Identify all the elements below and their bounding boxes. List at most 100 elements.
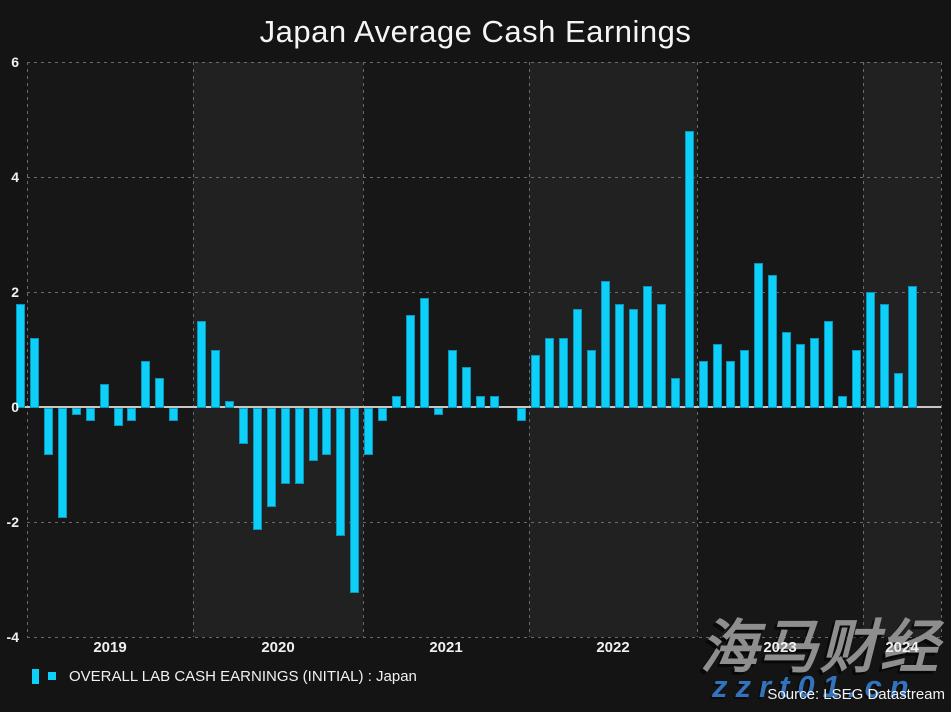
gridline-x-2: [363, 62, 364, 637]
gridline-y--2: [27, 522, 941, 523]
x-tick-label-2019: 2019: [93, 639, 127, 656]
bar-2022-07: [614, 303, 624, 408]
bar-2021-08: [461, 366, 471, 408]
bar-2022-06: [601, 280, 611, 408]
bar-2022-12: [684, 131, 694, 408]
gridline-x-3: [529, 62, 530, 637]
year-band-2024: [863, 62, 941, 637]
bar-2020-08: [294, 408, 304, 484]
bar-2021-01: [364, 408, 374, 455]
year-band-2020: [193, 62, 363, 637]
bar-2019-04: [71, 408, 81, 415]
source-credit: Source: LSEG Datastream: [767, 686, 945, 703]
bar-2023-12: [851, 349, 861, 408]
legend-bar-marker-icon: [32, 668, 39, 684]
bar-2020-01: [197, 320, 207, 408]
bar-2020-10: [322, 408, 332, 455]
bar-2019-08: [127, 408, 137, 421]
watermark-url: zzrt01.cn: [712, 669, 917, 704]
bar-2020-07: [280, 408, 290, 484]
bar-2024-03: [893, 372, 903, 408]
x-tick-label-2021: 2021: [429, 639, 463, 656]
bar-2021-07: [447, 349, 457, 408]
bar-2019-05: [85, 408, 95, 421]
bar-2020-04: [238, 408, 248, 444]
gridline-x-5: [863, 62, 864, 637]
y-tick-label-4: 4: [11, 169, 19, 185]
bar-2021-06: [433, 408, 443, 415]
year-band-2019: [27, 62, 193, 637]
bar-2021-03: [392, 395, 402, 408]
bar-2020-12: [350, 408, 360, 593]
x-tick-label-2022: 2022: [596, 639, 630, 656]
year-band-2023: [697, 62, 863, 637]
chart-title: Japan Average Cash Earnings: [259, 14, 692, 49]
bar-2020-11: [336, 408, 346, 536]
bar-2021-05: [419, 297, 429, 408]
bar-2019-09: [141, 361, 151, 408]
bar-2022-03: [559, 338, 569, 408]
bar-2022-02: [545, 338, 555, 408]
bar-2020-03: [224, 401, 234, 408]
bar-2021-02: [378, 408, 388, 421]
bar-2021-12: [517, 408, 527, 421]
bar-2023-01: [698, 361, 708, 408]
gridline-y-4: [27, 177, 941, 178]
bar-2020-05: [252, 408, 262, 530]
bar-2022-10: [656, 303, 666, 408]
bar-2024-04: [907, 286, 917, 408]
bar-2023-08: [796, 343, 806, 408]
gridline-x-4: [697, 62, 698, 637]
bar-2024-02: [879, 303, 889, 408]
bar-2024-01: [865, 292, 875, 408]
bar-2022-08: [628, 309, 638, 408]
bar-2023-02: [712, 343, 722, 408]
gridline-x-0: [27, 62, 28, 637]
bar-2022-01: [531, 355, 541, 408]
bar-2023-11: [837, 395, 847, 408]
bar-2020-06: [266, 408, 276, 507]
y-tick-label-6: 6: [11, 54, 19, 70]
bar-2022-09: [642, 286, 652, 408]
plot-area: [16, 62, 942, 638]
legend-square-marker-icon: [48, 672, 56, 680]
x-tick-label-2020: 2020: [261, 639, 295, 656]
bar-2019-11: [169, 408, 179, 421]
bar-2023-09: [810, 338, 819, 408]
bar-2023-04: [740, 349, 750, 408]
bar-2023-06: [768, 274, 778, 408]
watermark-text: 海马财经: [700, 615, 941, 680]
bar-2023-03: [726, 361, 736, 408]
legend-label: OVERALL LAB CASH EARNINGS (INITIAL) : Ja…: [69, 667, 417, 685]
year-band-2022: [529, 62, 697, 637]
gridline-y-2: [27, 292, 941, 293]
bar-2019-03: [57, 408, 67, 519]
bar-2019-07: [113, 408, 123, 427]
bar-2023-07: [782, 332, 792, 408]
bar-2021-04: [406, 315, 416, 408]
gridline-x-6: [941, 62, 942, 637]
bar-2022-04: [573, 309, 583, 408]
y-tick-label-2: 2: [11, 284, 19, 300]
year-band-2021: [363, 62, 529, 637]
bar-2022-05: [587, 349, 597, 408]
bar-2020-09: [308, 408, 318, 461]
gridline-y--4: [27, 637, 941, 638]
bar-2022-11: [670, 378, 680, 408]
bar-2021-09: [475, 395, 485, 408]
bar-2019-01: [29, 338, 39, 408]
y-tick-label--4: -4: [6, 629, 19, 645]
gridline-x-1: [193, 62, 194, 637]
bar-2019-02: [43, 408, 53, 455]
bar-2023-10: [823, 320, 833, 408]
bar-2023-05: [754, 263, 764, 408]
bar-2018-12: [16, 303, 25, 408]
bar-2019-10: [155, 378, 165, 408]
gridline-y-6: [27, 62, 941, 63]
legend: OVERALL LAB CASH EARNINGS (INITIAL) : Ja…: [32, 667, 417, 685]
bar-2019-06: [99, 384, 109, 408]
bar-2020-02: [211, 349, 221, 408]
y-tick-label--2: -2: [6, 514, 19, 530]
bar-2021-10: [489, 395, 499, 408]
